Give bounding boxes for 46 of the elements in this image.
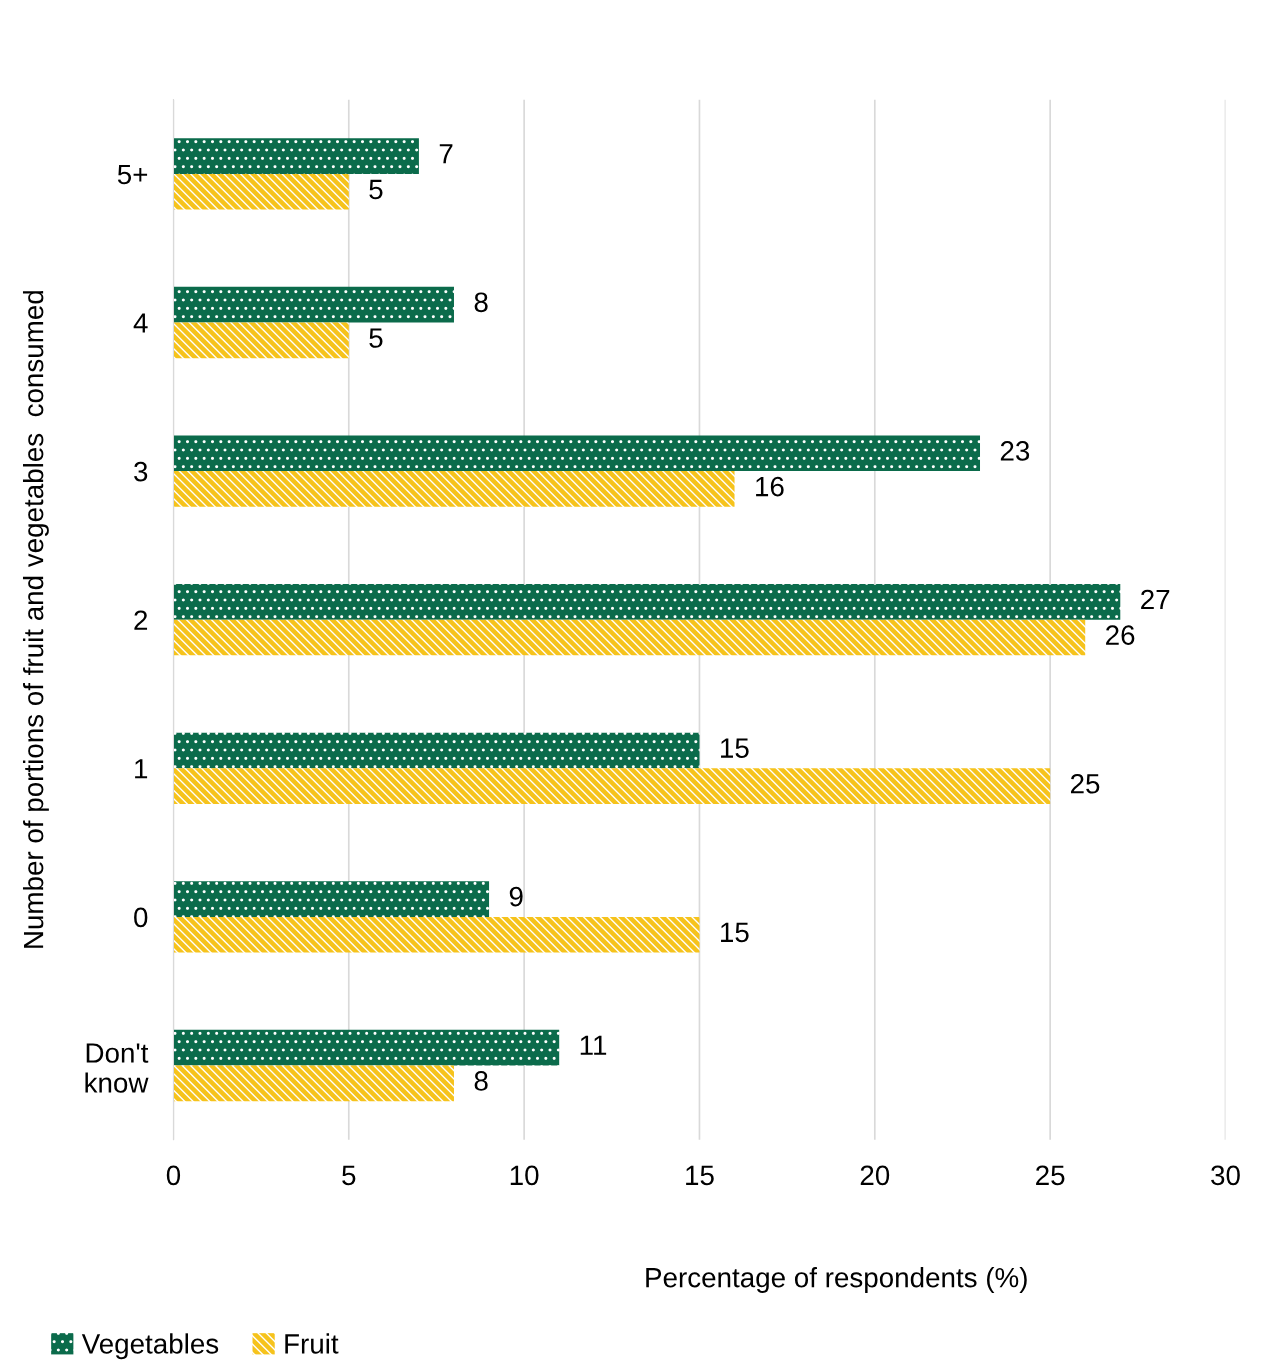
data-label: 7: [439, 144, 453, 164]
data-label: 27: [1141, 589, 1170, 610]
y-tick-label: 0: [134, 907, 148, 928]
bar: [173, 322, 349, 359]
y-tick-label: 3: [134, 461, 148, 482]
data-label: 25: [1070, 773, 1100, 794]
bar: [173, 1029, 560, 1066]
bar: [173, 138, 419, 174]
data-label: 26: [1106, 625, 1135, 645]
bar: [173, 916, 700, 953]
data-label: 8: [474, 292, 488, 313]
x-tick-label: 5: [342, 1165, 356, 1186]
x-axis-title: Percentage of respondents (%): [646, 1267, 1027, 1293]
bar: [173, 173, 349, 210]
bar: [173, 286, 454, 323]
bar: [173, 732, 700, 769]
y-tick-label: 1: [135, 759, 148, 779]
x-tick-label: 20: [860, 1165, 890, 1186]
bar: [173, 471, 735, 507]
y-tick-label: Don't know: [85, 1043, 149, 1093]
bar: [173, 881, 490, 917]
x-tick-label: 0: [166, 1165, 181, 1186]
bar: [173, 435, 981, 472]
x-tick-label: 30: [1211, 1165, 1240, 1186]
x-tick-label: 15: [686, 1165, 714, 1186]
y-axis-title: Number of portions of fruit and vegetables consumed: [22, 291, 49, 948]
legend-label: Vegetables: [81, 1333, 219, 1360]
bar: [173, 1065, 454, 1102]
data-label: 11: [580, 1035, 607, 1055]
data-label: 16: [756, 476, 784, 497]
bar: [173, 584, 1121, 620]
data-label: 9: [509, 886, 523, 907]
y-tick-label: 5+: [117, 164, 148, 185]
bar: [173, 768, 1051, 804]
x-tick-label: 25: [1036, 1165, 1065, 1186]
data-label: 5: [369, 179, 383, 200]
data-label: 23: [1000, 441, 1030, 461]
y-tick-label: 4: [133, 313, 148, 333]
data-label: 5: [369, 328, 383, 348]
data-label: 8: [474, 1071, 488, 1091]
legend-label: Fruit: [285, 1333, 339, 1354]
data-label: 15: [721, 738, 749, 758]
x-tick-label: 10: [510, 1165, 539, 1186]
bar: [173, 619, 1086, 656]
data-label: 15: [721, 922, 749, 943]
y-tick-label: 2: [134, 610, 148, 630]
